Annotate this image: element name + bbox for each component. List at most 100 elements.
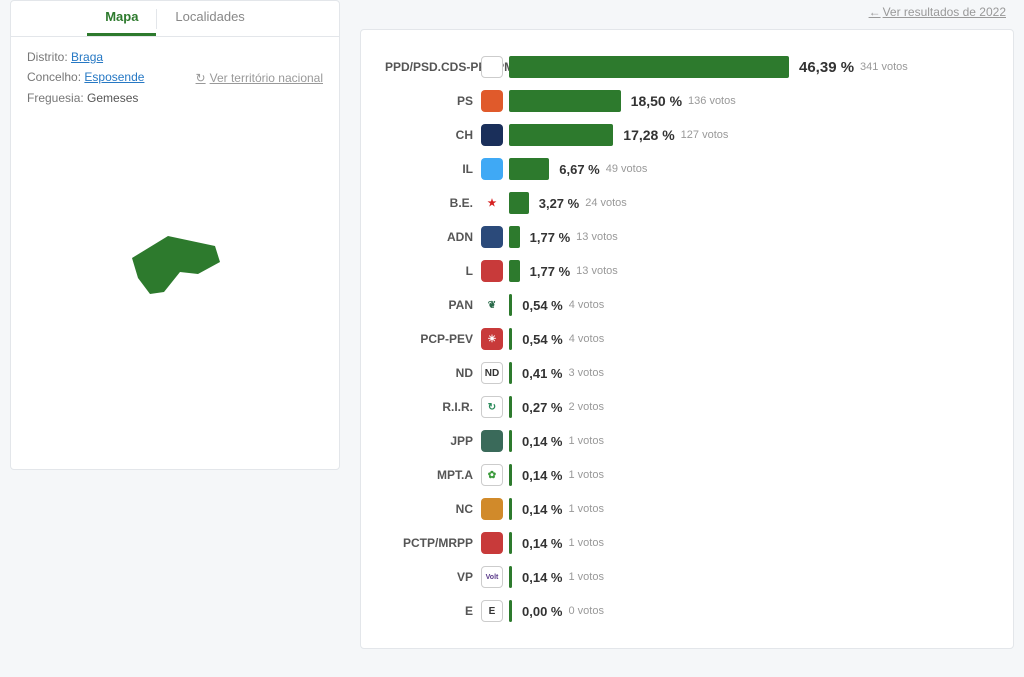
party-logo-icon: ❦ (481, 294, 503, 316)
percentage-label: 6,67 % (559, 162, 599, 177)
percentage-label: 0,14 % (522, 536, 562, 551)
bar-value-group: 3,27 %24 votos (535, 192, 627, 214)
percentage-label: 1,77 % (530, 230, 570, 245)
bar-row: VPVolt0,14 %1 votos (385, 560, 989, 594)
bar-row: B.E.★3,27 %24 votos (385, 186, 989, 220)
parish-label: Freguesia: (27, 91, 84, 105)
votes-label: 3 votos (568, 367, 603, 379)
parish-value: Gemeses (87, 91, 138, 105)
percentage-label: 0,14 % (522, 434, 562, 449)
reset-territory-link[interactable]: ↻ Ver território nacional (196, 47, 323, 108)
party-label: PCP-PEV (385, 332, 475, 346)
bar-track: 0,14 %1 votos (509, 532, 789, 554)
party-label: CH (385, 128, 475, 142)
percentage-label: 46,39 % (799, 59, 854, 76)
party-logo-icon (481, 532, 503, 554)
bar-value-group: 0,14 %1 votos (518, 498, 604, 520)
bar-value-group: 1,77 %13 votos (526, 260, 618, 282)
votes-label: 4 votos (569, 333, 604, 345)
percentage-label: 0,00 % (522, 604, 562, 619)
votes-label: 136 votos (688, 95, 736, 107)
bar-track: 0,00 % 0 votos (509, 600, 789, 622)
party-logo-icon (481, 226, 503, 248)
party-label: MPT.A (385, 468, 475, 482)
party-label: PCTP/MRPP (385, 536, 475, 550)
territory-shape-icon[interactable] (120, 228, 230, 308)
votes-label: 0 votos (568, 605, 603, 617)
party-label: IL (385, 162, 475, 176)
bar-value-group: 0,00 % 0 votos (518, 600, 604, 622)
bar-fill (509, 430, 512, 452)
tab-localities[interactable]: Localidades (157, 1, 262, 36)
bar-value-group: 0,14 %1 votos (518, 430, 604, 452)
previous-results-label: Ver resultados de 2022 (883, 5, 1006, 19)
votes-label: 127 votos (681, 129, 729, 141)
bar-row: PS18,50 %136 votos (385, 84, 989, 118)
percentage-label: 17,28 % (623, 127, 674, 143)
percentage-label: 0,54 % (522, 298, 562, 313)
bar-row: ADN1,77 %13 votos (385, 220, 989, 254)
bar-fill (509, 464, 512, 486)
bar-value-group: 0,27 % 2 votos (518, 396, 604, 418)
reset-link-label: Ver território nacional (210, 71, 323, 85)
bar-fill (509, 532, 512, 554)
bar-fill (509, 260, 520, 282)
bar-track: 0,27 % 2 votos (509, 396, 789, 418)
percentage-label: 0,54 % (522, 332, 562, 347)
bar-value-group: 0,54 % 4 votos (518, 294, 604, 316)
district-link[interactable]: Braga (71, 50, 103, 64)
bar-track: 0,14 %1 votos (509, 566, 789, 588)
party-logo-icon: ✿ (481, 464, 503, 486)
percentage-label: 0,41 % (522, 366, 562, 381)
bar-fill (509, 158, 549, 180)
bar-fill (509, 192, 529, 214)
bar-row: CH 17,28 % 127 votos (385, 118, 989, 152)
bar-fill (509, 226, 520, 248)
bar-track: 0,41 % 3 votos (509, 362, 789, 384)
percentage-label: 0,27 % (522, 400, 562, 415)
bar-track: 1,77 %13 votos (509, 226, 789, 248)
party-label: JPP (385, 434, 475, 448)
bar-track: 46,39 %341 votos (509, 56, 789, 78)
votes-label: 4 votos (569, 299, 604, 311)
party-label: R.I.R. (385, 400, 475, 414)
left-panel: Mapa Localidades Distrito: Braga Concelh… (10, 0, 340, 470)
party-label: NC (385, 502, 475, 516)
votes-label: 1 votos (568, 469, 603, 481)
tab-map[interactable]: Mapa (87, 1, 156, 36)
bar-fill (509, 56, 789, 78)
county-link[interactable]: Esposende (84, 70, 144, 84)
bar-value-group: 0,41 % 3 votos (518, 362, 604, 384)
party-logo-icon: Volt (481, 566, 503, 588)
bar-value-group: 1,77 %13 votos (526, 226, 618, 248)
votes-label: 341 votos (860, 61, 908, 73)
bar-track: 3,27 %24 votos (509, 192, 789, 214)
percentage-label: 0,14 % (522, 502, 562, 517)
bar-fill (509, 600, 512, 622)
bar-row: PCTP/MRPP 0,14 %1 votos (385, 526, 989, 560)
previous-results-link[interactable]: ←Ver resultados de 2022 (869, 5, 1006, 19)
county-label: Concelho: (27, 70, 81, 84)
party-label: PAN (385, 298, 475, 312)
tabs: Mapa Localidades (11, 1, 339, 37)
district-label: Distrito: (27, 50, 68, 64)
bar-value-group: 46,39 % 341 votos (795, 56, 908, 78)
votes-label: 2 votos (568, 401, 603, 413)
party-logo-icon (481, 498, 503, 520)
bar-fill (509, 328, 512, 350)
bar-row: NDND0,41 %3 votos (385, 356, 989, 390)
bar-track: 18,50 %136 votos (509, 90, 789, 112)
bar-row: R.I.R.↻0,27 %2 votos (385, 390, 989, 424)
bar-track: 0,14 %1 votos (509, 464, 789, 486)
bar-value-group: 0,14 %1 votos (518, 566, 604, 588)
bar-fill (509, 362, 512, 384)
location-meta: Distrito: Braga Concelho: Esposende Freg… (27, 47, 144, 108)
votes-label: 24 votos (585, 197, 627, 209)
party-logo-icon (481, 260, 503, 282)
bar-value-group: 0,54 % 4 votos (518, 328, 604, 350)
bar-track: 1,77 %13 votos (509, 260, 789, 282)
votes-label: 1 votos (568, 571, 603, 583)
party-logo-icon (481, 124, 503, 146)
party-label: L (385, 264, 475, 278)
bar-track: 0,14 %1 votos (509, 498, 789, 520)
